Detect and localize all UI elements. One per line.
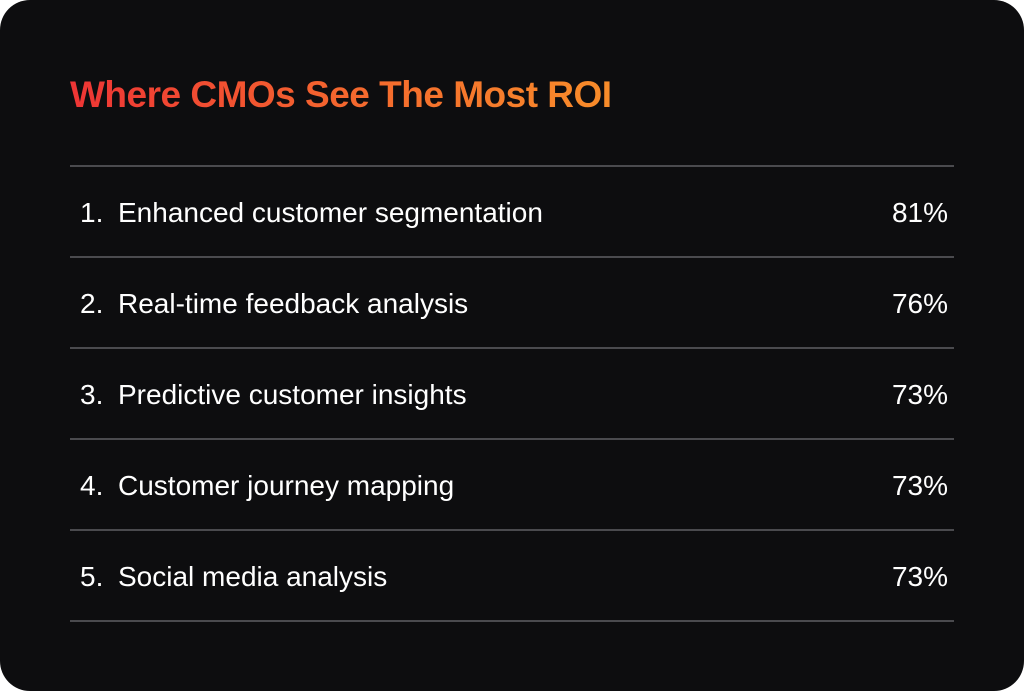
cell-pct: 73% [891,379,948,410]
cell-pct: 81% [891,197,948,228]
cell-pct: 73% [891,561,948,592]
table-row: 4. Customer journey mapping 73% [70,440,954,531]
table-row: 2. Real-time feedback analysis 76% [70,258,954,349]
cell-rank: 2. [80,288,104,319]
title: Where CMOs See The Most ROI [70,70,612,120]
cell-label: Real-time feedback analysis [118,288,469,319]
table-row: 5. Social media analysis 73% [70,531,954,622]
cell-rank: 1. [80,197,104,228]
cell-pct: 76% [891,288,948,319]
table-row: 1. Enhanced customer segmentation 81% [70,167,954,258]
cell-label: Customer journey mapping [118,470,455,501]
cell-label: Social media analysis [118,561,388,592]
cell-label: Predictive customer insights [118,379,467,410]
cell-rank: 3. [80,379,104,410]
cell-rank: 5. [80,561,104,592]
ranking-table: 1. Enhanced customer segmentation 81% 2. Rea… [70,165,954,622]
table-row: 3. Predictive customer insights 73% [70,349,954,440]
cell-label: Enhanced customer segmentation [118,197,543,228]
cell-pct: 73% [891,470,948,501]
cell-rank: 4. [80,470,104,501]
